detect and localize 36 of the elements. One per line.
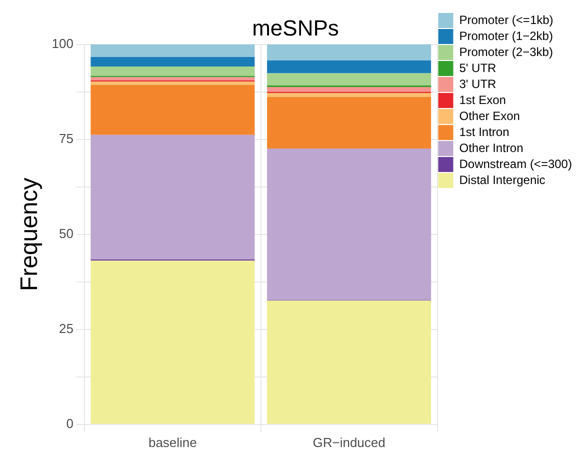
legend-label: 3' UTR: [459, 76, 497, 91]
bar: [90, 77, 255, 80]
bar: [267, 96, 432, 149]
legend-label: 1st Exon: [459, 92, 506, 107]
y-tick-label: 0: [66, 416, 74, 431]
x-tick-label: baseline: [148, 434, 197, 450]
bar: [267, 44, 432, 60]
bar: [267, 73, 432, 86]
legend-label: Promoter (2−3kb): [459, 44, 553, 59]
y-tick-label: 25: [59, 320, 74, 336]
bar: [267, 148, 432, 300]
legend-label: Promoter (<=1kb): [459, 12, 554, 27]
bar: [90, 260, 255, 424]
legend-label: Promoter (1−2kb): [459, 28, 553, 43]
bar: [267, 300, 432, 424]
bar: [90, 56, 255, 66]
legend-label: 1st Intron: [459, 124, 510, 139]
bar: [90, 44, 255, 57]
bar: [90, 134, 255, 260]
legend-label: Downstream (<=300): [459, 156, 572, 171]
legend-label: Distal Intergenic: [459, 172, 546, 187]
bar: [90, 82, 255, 86]
legend-label: Other Exon: [459, 108, 520, 123]
bar: [267, 60, 432, 74]
legend-label: 5' UTR: [459, 60, 497, 75]
chart-title: meSNPs: [252, 15, 339, 40]
y-tick-label: 75: [59, 130, 74, 146]
bar: [90, 85, 255, 135]
y-tick-label: 100: [52, 36, 74, 51]
y-axis-title: Frequency: [16, 178, 44, 292]
y-tick-label: 50: [59, 226, 74, 241]
legend-label: Other Intron: [459, 140, 524, 155]
bar: [90, 66, 255, 76]
bar: [267, 93, 432, 97]
bar: [267, 86, 432, 92]
x-tick-label: GR−induced: [312, 434, 386, 450]
